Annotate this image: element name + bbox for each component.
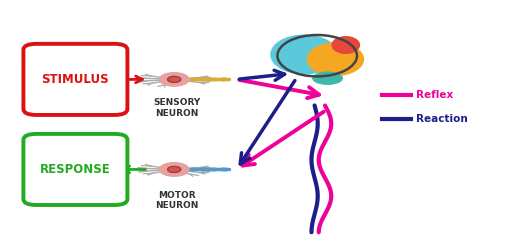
Text: RESPONSE: RESPONSE (40, 163, 111, 176)
Ellipse shape (307, 42, 364, 76)
Circle shape (220, 168, 227, 171)
Circle shape (167, 166, 181, 173)
Circle shape (167, 76, 181, 82)
Circle shape (160, 163, 189, 176)
Ellipse shape (331, 36, 360, 54)
Circle shape (200, 168, 207, 171)
Text: MOTOR
NEURON: MOTOR NEURON (155, 191, 199, 210)
Ellipse shape (312, 72, 343, 85)
Circle shape (210, 168, 217, 171)
Circle shape (190, 168, 198, 171)
Circle shape (190, 78, 198, 81)
Text: SENSORY
NEURON: SENSORY NEURON (153, 98, 200, 118)
Text: Reflex: Reflex (416, 90, 453, 100)
Ellipse shape (271, 35, 337, 74)
Circle shape (210, 78, 217, 81)
Circle shape (160, 73, 189, 86)
Text: STIMULUS: STIMULUS (42, 73, 109, 86)
FancyBboxPatch shape (23, 134, 127, 205)
Circle shape (220, 78, 227, 81)
Text: Reaction: Reaction (416, 114, 468, 123)
Circle shape (200, 78, 207, 81)
FancyBboxPatch shape (23, 44, 127, 115)
